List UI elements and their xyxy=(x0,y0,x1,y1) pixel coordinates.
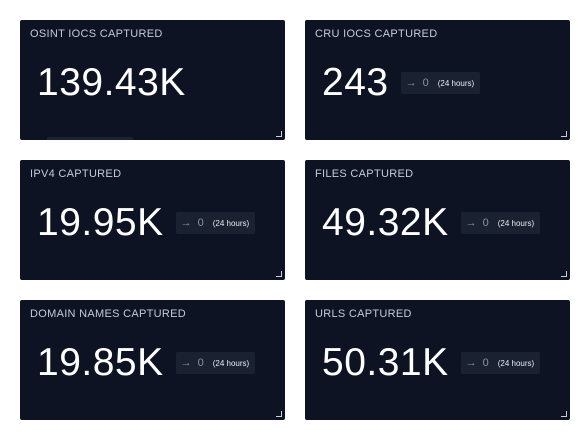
value-row: 139.43K xyxy=(37,60,186,106)
metric-value: 50.31K xyxy=(322,341,449,384)
value-row: 19.95K → 0 (24 hours) xyxy=(37,200,256,246)
card-title: CRU IOCS CAPTURED xyxy=(315,28,438,40)
metric-value: 243 xyxy=(322,61,389,104)
value-row: 19.85K → 0 (24 hours) xyxy=(37,340,256,386)
card-title: FILES CAPTURED xyxy=(315,168,414,180)
delta-period: (24 hours) xyxy=(212,218,250,228)
delta-value: 0 xyxy=(422,77,429,89)
metric-value: 49.32K xyxy=(322,201,449,244)
resize-handle-icon[interactable] xyxy=(276,131,282,137)
resize-handle-icon[interactable] xyxy=(561,131,567,137)
delta-chip: → 0 (24 hours) xyxy=(460,352,541,374)
delta-value: 0 xyxy=(482,357,489,369)
arrow-right-icon: → xyxy=(180,217,192,229)
value-row: 50.31K → 0 (24 hours) xyxy=(322,340,541,386)
delta-value: 0 xyxy=(197,357,204,369)
metric-value: 19.85K xyxy=(37,341,164,384)
delta-chip: → 0 (24 hours) xyxy=(460,212,541,234)
arrow-right-icon: → xyxy=(465,217,477,229)
value-row: 243 → 0 (24 hours) xyxy=(322,60,481,106)
resize-handle-icon[interactable] xyxy=(561,271,567,277)
ipv4-card: IPV4 CAPTURED 19.95K → 0 (24 hours) xyxy=(20,160,285,280)
arrow-right-icon: → xyxy=(465,357,477,369)
delta-value: 0 xyxy=(197,217,204,229)
delta-period: (24 hours) xyxy=(437,78,475,88)
delta-period: (24 hours) xyxy=(497,358,535,368)
card-title: URLS CAPTURED xyxy=(315,308,412,320)
arrow-right-icon: → xyxy=(180,357,192,369)
domain-names-card: DOMAIN NAMES CAPTURED 19.85K → 0 (24 hou… xyxy=(20,300,285,420)
delta-period: (24 hours) xyxy=(212,358,250,368)
card-title: OSINT IOCS CAPTURED xyxy=(30,28,163,40)
resize-handle-icon[interactable] xyxy=(276,411,282,417)
delta-value: 0 xyxy=(482,217,489,229)
delta-period: (24 hours) xyxy=(497,218,535,228)
delta-chip: → 0 (24 hours) xyxy=(175,352,256,374)
osint-iocs-card: OSINT IOCS CAPTURED 139.43K xyxy=(20,20,285,140)
card-title: DOMAIN NAMES CAPTURED xyxy=(30,308,187,320)
delta-chip: → 0 (24 hours) xyxy=(400,72,481,94)
delta-chip: → 0 (24 hours) xyxy=(175,212,256,234)
arrow-right-icon: → xyxy=(405,77,417,89)
urls-card: URLS CAPTURED 50.31K → 0 (24 hours) xyxy=(305,300,570,420)
metric-value: 139.43K xyxy=(37,61,186,104)
scroll-indicator xyxy=(47,137,133,140)
cru-iocs-card: CRU IOCS CAPTURED 243 → 0 (24 hours) xyxy=(305,20,570,140)
metric-value: 19.95K xyxy=(37,201,164,244)
resize-handle-icon[interactable] xyxy=(561,411,567,417)
files-card: FILES CAPTURED 49.32K → 0 (24 hours) xyxy=(305,160,570,280)
card-title: IPV4 CAPTURED xyxy=(30,168,122,180)
resize-handle-icon[interactable] xyxy=(276,271,282,277)
value-row: 49.32K → 0 (24 hours) xyxy=(322,200,541,246)
